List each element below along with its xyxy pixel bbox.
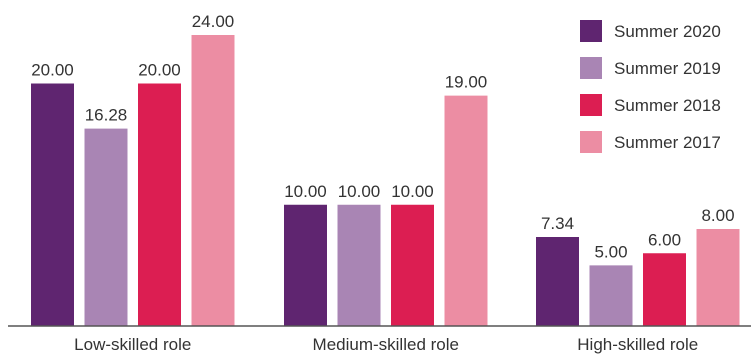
bar-1-1 xyxy=(337,204,381,326)
x-tick-label-1: Medium-skilled role xyxy=(313,335,459,354)
data-label-0-0: 20.00 xyxy=(31,61,74,80)
legend-label-3: Summer 2017 xyxy=(614,133,721,152)
legend-swatch-0 xyxy=(580,20,602,42)
bar-0-1 xyxy=(84,128,128,326)
bar-0-0 xyxy=(31,83,74,326)
bar-1-2 xyxy=(391,204,434,326)
data-label-2-1: 5.00 xyxy=(594,242,627,261)
data-label-1-1: 10.00 xyxy=(338,182,381,201)
legend-swatch-2 xyxy=(580,94,602,116)
legend-label-0: Summer 2020 xyxy=(614,22,721,41)
data-label-0-3: 24.00 xyxy=(192,12,235,31)
data-label-0-2: 20.00 xyxy=(138,61,181,80)
x-tick-label-0: Low-skilled role xyxy=(74,335,191,354)
legend: Summer 2020 Summer 2019 Summer 2018 Summer … xyxy=(580,20,721,153)
data-label-0-1: 16.28 xyxy=(85,106,128,125)
data-label-2-0: 7.34 xyxy=(541,214,574,233)
bars-layer xyxy=(31,35,740,326)
legend-swatch-1 xyxy=(580,57,602,79)
bar-1-0 xyxy=(284,204,327,326)
x-axis-tick-labels: Low-skilled role Medium-skilled role High-… xyxy=(74,335,698,354)
data-label-2-3: 8.00 xyxy=(701,206,734,225)
data-label-1-0: 10.00 xyxy=(284,182,327,201)
data-label-1-2: 10.00 xyxy=(391,182,434,201)
bar-2-3 xyxy=(696,229,740,326)
data-label-2-2: 6.00 xyxy=(648,230,681,249)
legend-label-1: Summer 2019 xyxy=(614,59,721,78)
bar-0-2 xyxy=(138,83,181,326)
x-tick-label-2: High-skilled role xyxy=(577,335,698,354)
data-label-1-3: 19.00 xyxy=(445,73,488,92)
bar-1-3 xyxy=(444,95,488,326)
legend-label-2: Summer 2018 xyxy=(614,96,721,115)
bar-2-1 xyxy=(589,265,633,326)
data-labels-layer: 20.00 16.28 20.00 24.00 10.00 10.00 10.00 19.00… xyxy=(31,12,734,261)
bar-2-2 xyxy=(643,253,686,326)
bar-0-3 xyxy=(191,35,235,326)
legend-swatch-3 xyxy=(580,131,602,153)
bar-2-0 xyxy=(536,237,579,326)
